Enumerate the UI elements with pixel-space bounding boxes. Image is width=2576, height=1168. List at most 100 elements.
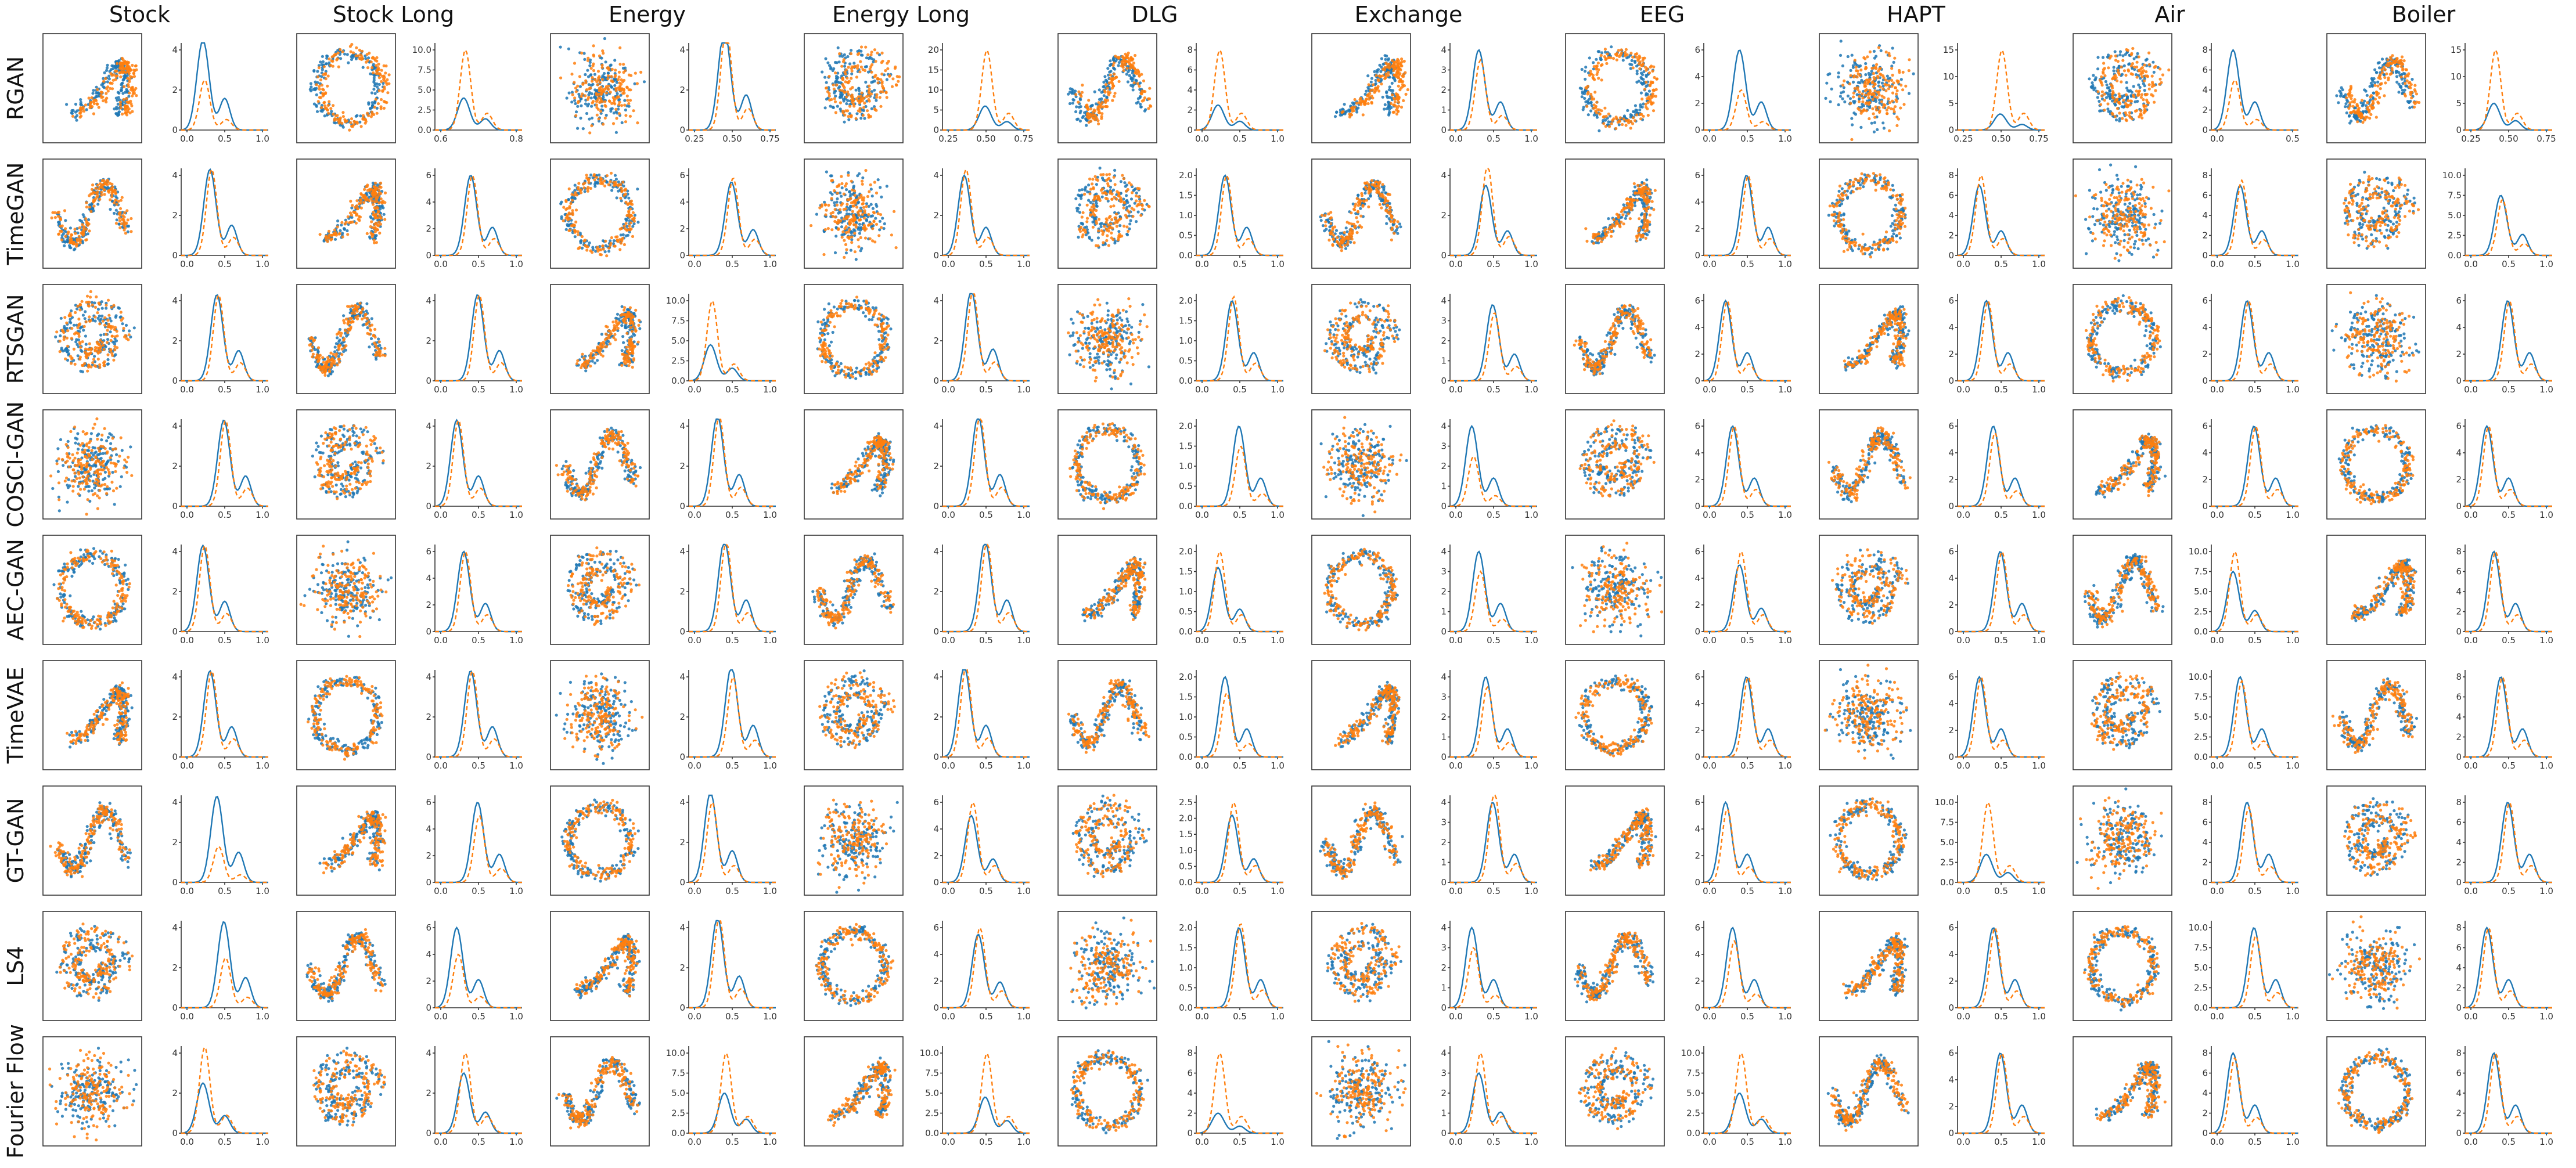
synthetic-point	[847, 93, 850, 96]
synthetic-point	[602, 122, 605, 126]
synthetic-point	[349, 121, 352, 124]
original-point	[840, 186, 844, 190]
synthetic-point	[573, 62, 577, 65]
synthetic-point	[1865, 66, 1868, 70]
synthetic-point	[2345, 96, 2348, 99]
synthetic-point	[92, 204, 96, 208]
synthetic-point	[624, 222, 628, 225]
synthetic-point	[1877, 91, 1880, 94]
synthetic-point	[373, 185, 377, 189]
synthetic-point	[1129, 63, 1132, 67]
original-point	[361, 66, 365, 69]
synthetic-point	[598, 54, 602, 57]
original-point	[2344, 105, 2347, 109]
synthetic-point	[2111, 91, 2115, 95]
synthetic-point	[604, 104, 607, 108]
original-point	[2091, 81, 2094, 85]
original-point	[80, 103, 83, 107]
original-point	[106, 63, 109, 67]
synthetic-point	[876, 81, 880, 85]
original-point	[1886, 74, 1889, 78]
original-point	[603, 250, 607, 254]
synthetic-point	[844, 80, 847, 84]
synthetic-point	[2135, 75, 2139, 79]
synthetic-point	[80, 232, 83, 235]
synthetic-point	[851, 210, 854, 213]
synthetic-point	[369, 115, 373, 118]
synthetic-point	[387, 73, 391, 77]
synthetic-point	[584, 244, 587, 247]
synthetic-point	[866, 109, 869, 113]
synthetic-point	[1605, 62, 1609, 65]
synthetic-point	[377, 76, 382, 80]
synthetic-point	[1899, 106, 1902, 110]
original-point	[875, 99, 878, 102]
synthetic-point	[79, 107, 82, 110]
synthetic-point	[850, 77, 853, 80]
y-tick-label: 2	[2202, 105, 2208, 116]
synthetic-point	[120, 196, 124, 199]
synthetic-point	[568, 205, 571, 208]
original-point	[1079, 98, 1082, 102]
original-point	[309, 82, 313, 85]
original-point	[121, 78, 125, 82]
synthetic-point	[897, 80, 900, 83]
original-point	[1378, 63, 1381, 67]
y-tick-label: 10	[928, 85, 939, 95]
synthetic-point	[2405, 74, 2409, 77]
synthetic-point	[1401, 80, 1405, 84]
original-point	[1366, 74, 1370, 78]
synthetic-point	[1364, 102, 1368, 106]
synthetic-point	[1406, 88, 1409, 92]
original-point	[858, 49, 861, 52]
column-header-hapt: HAPT	[1887, 2, 1945, 27]
synthetic-point	[1881, 106, 1885, 109]
original-point	[96, 203, 100, 206]
synthetic-point	[1370, 102, 1373, 105]
original-point	[2112, 69, 2116, 73]
synthetic-point	[592, 54, 596, 58]
synthetic-point	[88, 106, 92, 110]
scatter-frame	[1311, 33, 1411, 143]
original-point	[347, 61, 350, 64]
synthetic-point	[370, 220, 373, 223]
x-tick-label: 0.25	[1953, 134, 1973, 144]
synthetic-point	[1086, 107, 1089, 110]
synthetic-point	[90, 96, 93, 99]
synthetic-point	[618, 63, 622, 66]
synthetic-point	[1850, 138, 1854, 141]
synthetic-point	[379, 181, 383, 185]
synthetic-point	[1865, 101, 1869, 104]
original-point	[2106, 92, 2110, 95]
synthetic-point	[872, 211, 876, 214]
original-point	[100, 83, 103, 86]
original-point	[1580, 87, 1584, 91]
synthetic-point	[2113, 115, 2117, 118]
synthetic-point	[609, 180, 612, 183]
synthetic-point	[2150, 74, 2154, 78]
synthetic-point	[1397, 100, 1401, 104]
synthetic-point	[350, 124, 354, 128]
synthetic-point	[1132, 81, 1136, 85]
row-header-aec-gan: AEC-GAN	[3, 539, 28, 641]
y-tick-label: 2	[679, 223, 685, 234]
synthetic-point	[384, 81, 388, 84]
synthetic-point	[1871, 98, 1875, 101]
synthetic-point	[1610, 122, 1613, 125]
synthetic-point	[841, 111, 845, 114]
synthetic-point	[1841, 84, 1845, 87]
synthetic-point	[852, 104, 856, 108]
synthetic-point	[88, 194, 91, 197]
synthetic-point	[382, 64, 386, 67]
synthetic-point	[2161, 73, 2165, 77]
synthetic-point	[861, 182, 864, 186]
synthetic-point	[2111, 96, 2115, 100]
synthetic-point	[115, 203, 118, 206]
original-point	[1586, 100, 1590, 104]
synthetic-point	[123, 85, 126, 88]
synthetic-point	[621, 181, 625, 184]
synthetic-point	[2135, 89, 2138, 93]
synthetic-point	[2100, 90, 2104, 93]
synthetic-point	[1879, 73, 1883, 77]
